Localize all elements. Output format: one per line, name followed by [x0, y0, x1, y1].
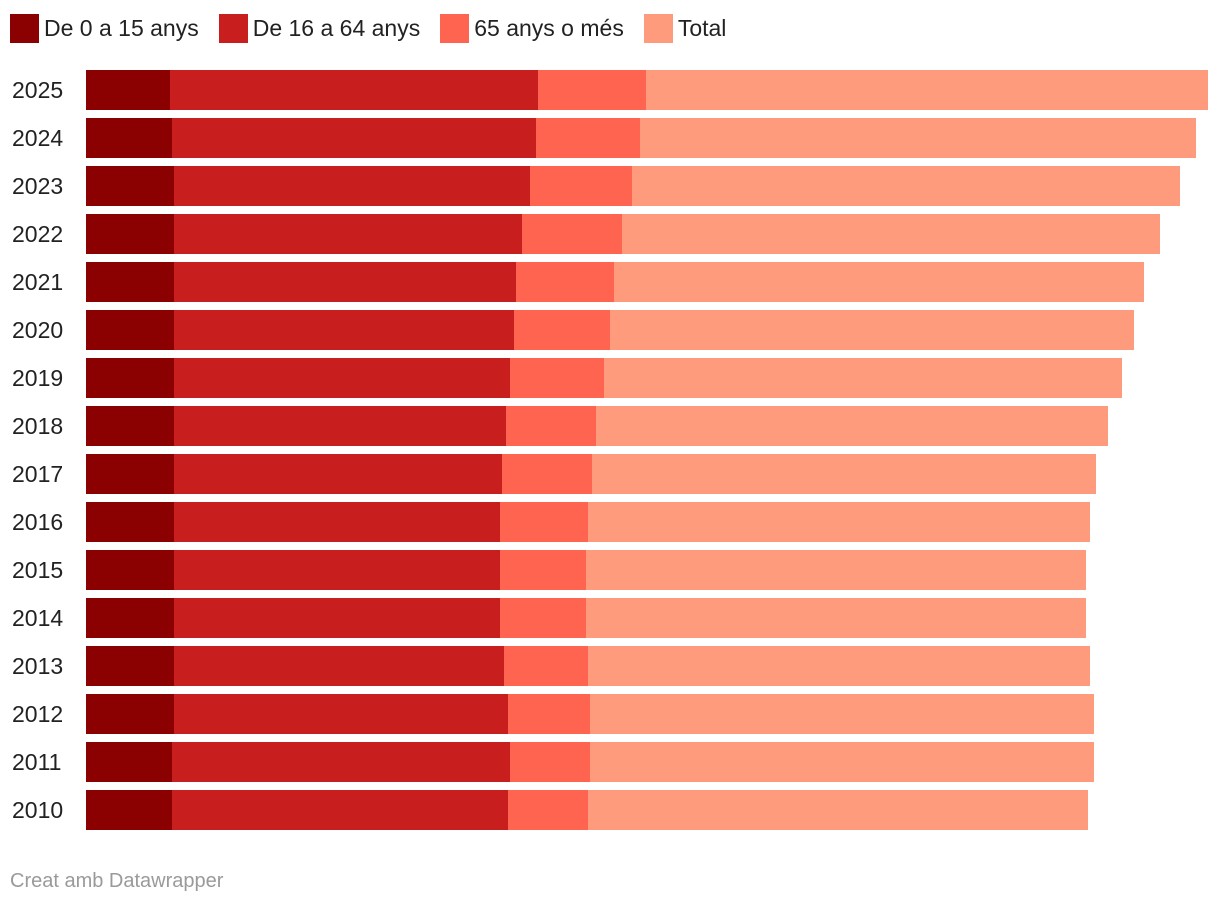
bar-2013-series-2 — [504, 646, 588, 686]
year-label-2025: 2025 — [12, 77, 63, 103]
bar-2012-series-1 — [174, 694, 508, 734]
bar-2010-series-2 — [508, 790, 588, 830]
bar-2023-series-3 — [632, 166, 1180, 206]
bar-2011-series-1 — [172, 742, 510, 782]
year-label-2023: 2023 — [12, 173, 63, 199]
bar-2012-series-2 — [508, 694, 590, 734]
bar-2013-series-1 — [174, 646, 504, 686]
bar-2023-series-1 — [174, 166, 530, 206]
bar-2022-series-3 — [622, 214, 1160, 254]
bar-2020-series-0 — [86, 310, 174, 350]
legend-swatch-total — [643, 13, 673, 43]
bar-2018-series-2 — [506, 406, 596, 446]
bar-2021-series-3 — [614, 262, 1144, 302]
bar-2015-series-3 — [586, 550, 1086, 590]
bar-2025-series-3 — [646, 70, 1208, 110]
year-label-2022: 2022 — [12, 221, 63, 247]
legend-label-0-15: De 0 a 15 anys — [44, 14, 199, 41]
bar-2016-series-1 — [174, 502, 500, 542]
legend-item-16-64: De 16 a 64 anys — [218, 13, 421, 43]
bar-2017-series-2 — [502, 454, 592, 494]
bar-2018-series-1 — [174, 406, 506, 446]
credit-text: Creat amb Datawrapper — [10, 870, 224, 892]
year-label-2014: 2014 — [12, 605, 63, 631]
legend-swatch-16-64 — [218, 13, 248, 43]
bar-2024-series-1 — [172, 118, 536, 158]
bar-2017-series-0 — [86, 454, 174, 494]
bar-2021-series-1 — [174, 262, 516, 302]
bar-2016-series-0 — [86, 502, 174, 542]
bar-2022-series-0 — [86, 214, 174, 254]
year-label-2010: 2010 — [12, 797, 63, 823]
bar-2022-series-2 — [522, 214, 622, 254]
bar-2021-series-2 — [516, 262, 614, 302]
bar-2023-series-2 — [530, 166, 632, 206]
bar-2020-series-2 — [514, 310, 610, 350]
bar-2017-series-1 — [174, 454, 502, 494]
legend-label-65-plus: 65 anys o més — [474, 14, 624, 41]
bar-2014-series-1 — [174, 598, 500, 638]
bar-2017-series-3 — [592, 454, 1096, 494]
bar-2019-series-0 — [86, 358, 174, 398]
bar-2025-series-0 — [86, 70, 170, 110]
year-label-2020: 2020 — [12, 317, 63, 343]
year-label-2015: 2015 — [12, 557, 63, 583]
bar-2019-series-1 — [174, 358, 510, 398]
bar-2013-series-3 — [588, 646, 1090, 686]
bar-2025-series-2 — [538, 70, 646, 110]
bar-2010-series-1 — [172, 790, 508, 830]
bar-2011-series-3 — [590, 742, 1094, 782]
stacked-bar-chart: 2025 2024 2023 2022 2021 2020 2019 2018 2017 2016… — [12, 70, 1208, 830]
bar-2013-series-0 — [86, 646, 174, 686]
bar-2019-series-2 — [510, 358, 604, 398]
bar-2024-series-0 — [86, 118, 172, 158]
year-label-2017: 2017 — [12, 461, 63, 487]
bar-2025-series-1 — [170, 70, 538, 110]
legend-label-total: Total — [677, 14, 727, 41]
legend-swatch-65-plus — [440, 13, 470, 43]
bar-2010-series-3 — [588, 790, 1088, 830]
year-label-2019: 2019 — [12, 365, 63, 391]
year-label-2016: 2016 — [12, 509, 63, 535]
bar-2018-series-0 — [86, 406, 174, 446]
bar-2019-series-3 — [604, 358, 1122, 398]
bar-2010-series-0 — [86, 790, 172, 830]
bar-2014-series-2 — [500, 598, 586, 638]
legend-item-65-plus: 65 anys o més — [440, 13, 624, 43]
bar-2015-series-0 — [86, 550, 174, 590]
legend-swatch-0-15 — [10, 13, 39, 43]
bar-2016-series-3 — [588, 502, 1090, 542]
bar-2024-series-2 — [536, 118, 640, 158]
bar-2022-series-1 — [174, 214, 522, 254]
bar-2018-series-3 — [596, 406, 1108, 446]
bar-2024-series-3 — [640, 118, 1196, 158]
year-label-2024: 2024 — [12, 125, 63, 151]
legend: De 0 a 15 anys De 16 a 64 anys 65 anys o… — [10, 12, 746, 44]
year-label-2021: 2021 — [12, 269, 63, 295]
bar-2012-series-3 — [590, 694, 1094, 734]
year-label-2013: 2013 — [12, 653, 63, 679]
legend-label-16-64: De 16 a 64 anys — [252, 14, 421, 41]
bar-2015-series-1 — [174, 550, 500, 590]
bar-2016-series-2 — [500, 502, 588, 542]
year-label-2018: 2018 — [12, 413, 63, 439]
bar-2011-series-0 — [86, 742, 172, 782]
bar-2014-series-3 — [586, 598, 1086, 638]
bar-2012-series-0 — [86, 694, 174, 734]
legend-item-0-15: De 0 a 15 anys — [10, 13, 199, 43]
bar-2015-series-2 — [500, 550, 586, 590]
bar-2020-series-3 — [610, 310, 1134, 350]
bar-2021-series-0 — [86, 262, 174, 302]
bar-2011-series-2 — [510, 742, 590, 782]
bar-2023-series-0 — [86, 166, 174, 206]
legend-item-total: Total — [643, 13, 727, 43]
year-label-2012: 2012 — [12, 701, 63, 727]
year-label-2011: 2011 — [12, 749, 61, 775]
bar-2020-series-1 — [174, 310, 514, 350]
bar-2014-series-0 — [86, 598, 174, 638]
